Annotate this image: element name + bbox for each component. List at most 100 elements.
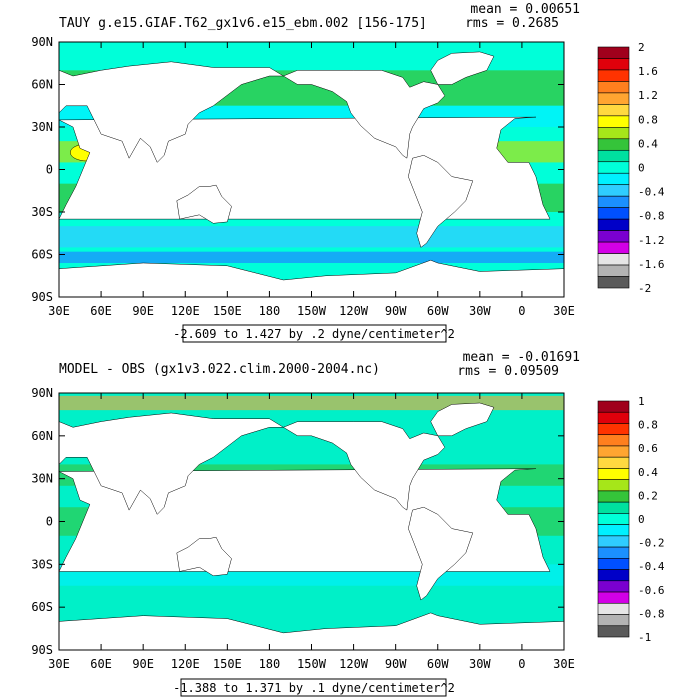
colorbar-swatch (597, 138, 630, 151)
colorbar-label: -1 (638, 631, 651, 644)
colorbar-label: -0.4 (638, 186, 665, 199)
range-label: -1.388 to 1.371 by .1 dyne/centimeter^2 (173, 681, 455, 695)
colorbar-label: 0.8 (638, 113, 658, 126)
land-mask (282, 421, 446, 511)
colorbar-swatch (597, 614, 630, 627)
colorbar-swatch (597, 241, 630, 254)
colorbar-swatch (597, 434, 630, 447)
colorbar: 2 1.6 1.2 0.8 0.4 0 -0.4 -0.8 -1.2 -1.6 -2 (597, 41, 665, 295)
colorbar-swatch (597, 230, 630, 243)
x-tick-label: 60W (427, 304, 449, 318)
colorbar-swatch (597, 558, 630, 570)
x-tick-label: 30E (48, 657, 70, 671)
y-tick-label: 30S (31, 557, 53, 571)
panel-title: TAUY g.e15.GIAF.T62_gx1v6.e15_ebm.002 [1… (59, 16, 427, 31)
colorbar-swatch (597, 149, 630, 163)
colorbar-label: 1.6 (638, 65, 658, 78)
colorbar-swatch (597, 127, 630, 140)
land-mask (176, 536, 232, 577)
axes: 30E 60E 90E 120E 150E 180 150W 120W 90W 60W 30W 0 30… (31, 386, 575, 671)
x-tick-label: 120E (171, 304, 200, 318)
colorbar-swatch (597, 479, 630, 492)
colorbar-swatch (597, 264, 630, 277)
colorbar-label: -1.2 (638, 234, 665, 247)
y-tick-label: 60S (31, 600, 53, 614)
colorbar-swatch (597, 104, 630, 117)
y-tick-label: 60N (31, 429, 53, 443)
colorbar-swatch (597, 546, 630, 559)
field-band (59, 251, 564, 263)
colorbar-swatch (597, 207, 630, 220)
y-tick-label: 90S (31, 643, 53, 657)
colorbar-swatch (597, 400, 630, 413)
field-map (58, 42, 565, 298)
x-tick-label: 90E (132, 657, 154, 671)
land-mask (58, 412, 285, 515)
colorbar-label: -1.6 (638, 258, 665, 271)
colorbar-swatch (597, 513, 630, 525)
colorbar-label: -0.8 (638, 210, 665, 223)
range-box (180, 678, 447, 697)
x-tick-label: 150W (297, 304, 327, 318)
x-tick-label: 60E (90, 657, 112, 671)
range-label: -2.609 to 1.427 by .2 dyne/centimeter^2 (173, 327, 455, 341)
colorbar-swatch (597, 276, 630, 289)
y-tick-label: 0 (46, 163, 53, 177)
panel-title: MODEL - OBS (gx1v3.022.clim.2000-2004.nc… (59, 362, 380, 377)
x-tick-label: 150E (213, 304, 242, 318)
y-tick-label: 30N (31, 120, 53, 134)
colorbar-swatch (597, 501, 630, 514)
x-tick-label: 120W (339, 657, 369, 671)
range-box (182, 324, 447, 343)
colorbar-label: -0.6 (638, 584, 665, 597)
colorbar-swatch (597, 535, 630, 548)
colorbar-label: 2 (638, 41, 645, 54)
y-tick-label: 60S (31, 248, 53, 262)
colorbar-swatch (597, 580, 630, 593)
colorbar-swatch (597, 115, 630, 128)
x-tick-label: 90E (132, 304, 154, 318)
x-tick-label: 60W (427, 657, 449, 671)
colorbar-swatch (597, 411, 630, 424)
colorbar-swatch (597, 172, 630, 186)
colorbar-swatch (597, 591, 630, 604)
colorbar-label: -2 (638, 282, 651, 295)
colorbar-swatch (597, 423, 630, 436)
y-tick-label: 90N (31, 386, 53, 400)
land-mask (58, 61, 285, 163)
x-tick-label: 120W (339, 304, 369, 318)
colorbar-swatch (597, 58, 630, 71)
colorbar-swatch (597, 468, 630, 480)
x-tick-label: 30W (469, 304, 491, 318)
colorbar-label: -0.4 (638, 560, 665, 573)
x-tick-label: 30E (48, 304, 70, 318)
colorbar-swatch (597, 569, 630, 582)
field-map (58, 393, 565, 651)
x-tick-label: 120E (171, 657, 200, 671)
land-mask (408, 155, 474, 248)
colorbar: 1 0.8 0.6 0.4 0.2 0 -0.2 -0.4 -0.6 -0.8 -1 (597, 395, 665, 644)
colorbar-swatch (597, 69, 630, 82)
colorbar-label: 0.4 (638, 137, 658, 150)
colorbar-swatch (597, 92, 630, 105)
y-tick-label: 30S (31, 205, 53, 219)
land-mask (176, 184, 232, 224)
rms-stat: rms = 0.2685 (465, 16, 559, 31)
land-mask (408, 506, 474, 601)
y-tick-label: 90N (31, 35, 53, 49)
colorbar-label: 0 (638, 162, 645, 175)
y-tick-label: 90S (31, 290, 53, 304)
colorbar-swatch (597, 81, 630, 94)
x-tick-label: 90W (385, 657, 407, 671)
land-mask (430, 402, 495, 437)
colorbar-swatch (597, 625, 630, 638)
axes: 30E 60E 90E 120E 150E 180 150W 120W 90W 60W 30W 0 30… (31, 35, 575, 318)
panel-tauy: TAUY g.e15.GIAF.T62_gx1v6.e15_ebm.002 [1… (31, 2, 665, 343)
x-tick-label: 0 (518, 657, 525, 671)
land-mask (282, 70, 446, 159)
colorbar-swatch (597, 524, 630, 537)
field-band (59, 395, 564, 411)
x-tick-label: 0 (518, 304, 525, 318)
colorbar-swatch (597, 184, 630, 197)
